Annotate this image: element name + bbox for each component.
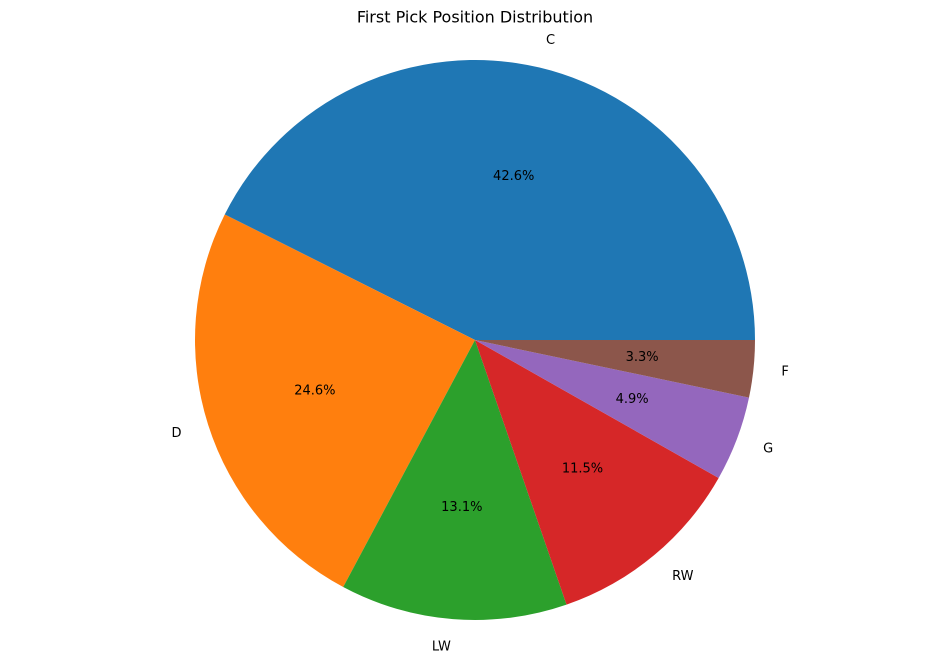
slice-label: C [546, 33, 555, 48]
slice-label: RW [672, 569, 694, 584]
slice-label: LW [432, 640, 451, 655]
value-label: 11.5% [562, 462, 603, 477]
chart-title: First Pick Position Distribution [357, 8, 593, 27]
value-label: 4.9% [616, 392, 649, 407]
slice-label: D [171, 426, 181, 441]
pie-slice [224, 60, 756, 341]
pie-slice [475, 340, 755, 398]
pie-slice [343, 340, 567, 620]
value-label: 42.6% [493, 169, 534, 184]
pie-slice [194, 214, 475, 588]
pie-slice [475, 340, 719, 605]
value-label: 24.6% [294, 383, 335, 398]
value-label: 13.1% [441, 500, 482, 515]
slice-label: F [781, 364, 788, 379]
pie-slice [475, 340, 750, 478]
slice-label: G [763, 441, 773, 456]
value-label: 3.3% [626, 350, 659, 365]
